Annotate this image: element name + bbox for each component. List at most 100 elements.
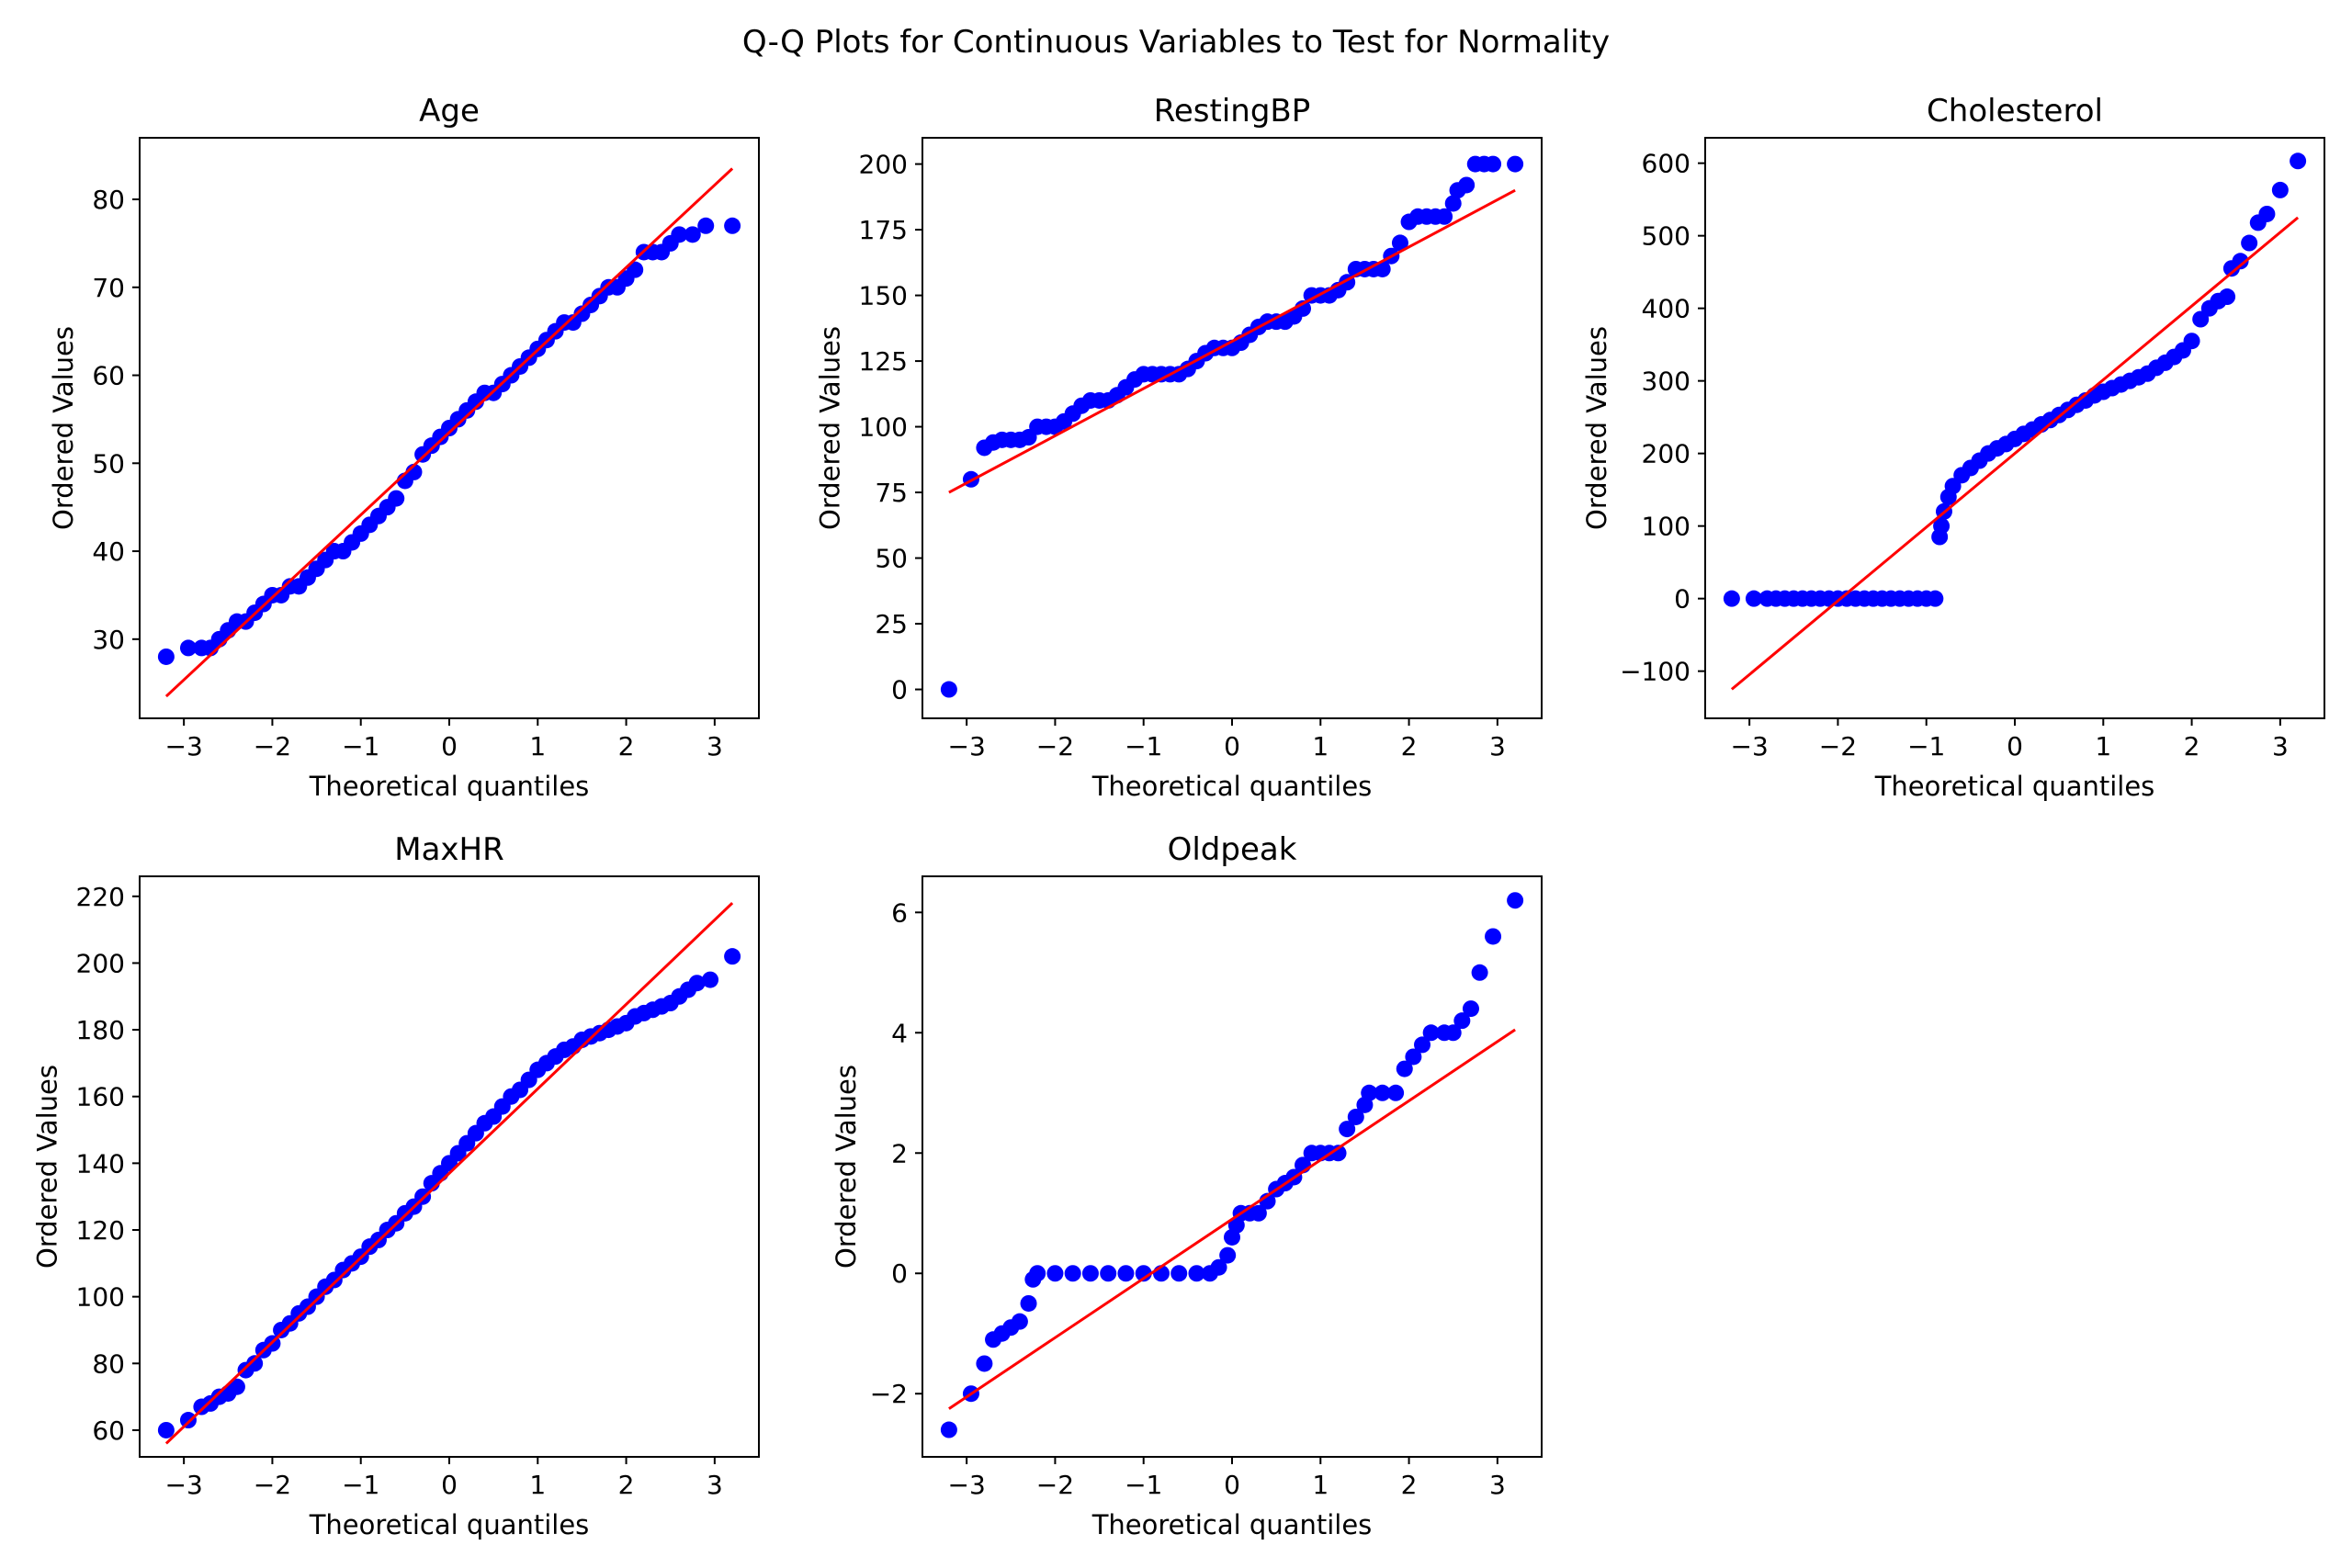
fit-line bbox=[948, 188, 1516, 494]
data-points bbox=[157, 948, 741, 1438]
y-tick-label: 0 bbox=[891, 675, 908, 705]
y-tick-label: 30 bbox=[92, 625, 125, 655]
y-tick-label: 0 bbox=[1674, 584, 1690, 615]
y-tick-label: 2 bbox=[891, 1138, 908, 1168]
y-tick-label: 600 bbox=[1642, 149, 1690, 179]
fit-line bbox=[1730, 216, 2300, 691]
data-point bbox=[1933, 517, 1951, 535]
y-tick-label: 4 bbox=[891, 1018, 908, 1048]
data-point bbox=[157, 1421, 175, 1438]
x-tick-label: 1 bbox=[529, 731, 546, 761]
x-tick-label: 2 bbox=[618, 731, 635, 761]
data-point bbox=[671, 226, 688, 243]
x-tick-label: −3 bbox=[948, 731, 986, 761]
x-tick-label: 2 bbox=[2184, 731, 2200, 761]
x-tick-label: 3 bbox=[1489, 731, 1506, 761]
y-tick-label: 6 bbox=[891, 897, 908, 928]
y-tick-label: 50 bbox=[875, 544, 908, 574]
x-tick-label: −3 bbox=[948, 1470, 986, 1500]
y-tick-label: 80 bbox=[92, 185, 125, 215]
x-tick-label: 3 bbox=[707, 1470, 723, 1500]
y-tick-label: 180 bbox=[76, 1015, 125, 1045]
y-axis-label: Ordered Values bbox=[815, 326, 846, 530]
x-tick-label: −3 bbox=[165, 731, 203, 761]
data-point bbox=[179, 639, 197, 657]
x-tick-label: −2 bbox=[1819, 731, 1857, 761]
x-axis-label: Theoretical quantiles bbox=[1874, 771, 2155, 802]
y-tick-label: 500 bbox=[1642, 221, 1690, 252]
y-tick-label: 220 bbox=[76, 882, 125, 912]
data-point bbox=[1507, 155, 1524, 173]
data-point bbox=[1347, 1108, 1364, 1125]
x-axis-label: Theoretical quantiles bbox=[1091, 1509, 1373, 1540]
y-axis-label: Ordered Values bbox=[48, 326, 79, 530]
data-point bbox=[1471, 964, 1488, 981]
data-point bbox=[1064, 1265, 1081, 1282]
y-tick-label: 60 bbox=[92, 361, 125, 391]
y-axis-label: Ordered Values bbox=[32, 1065, 63, 1269]
y-tick-label: 150 bbox=[859, 281, 908, 311]
data-point bbox=[1100, 1265, 1117, 1282]
data-point bbox=[228, 1378, 245, 1395]
fit-line bbox=[164, 901, 734, 1445]
data-point bbox=[1081, 1265, 1099, 1282]
x-tick-label: 1 bbox=[2095, 731, 2111, 761]
y-axis-label: Ordered Values bbox=[1581, 326, 1612, 530]
data-point bbox=[1927, 590, 1944, 607]
data-point bbox=[1387, 1084, 1405, 1101]
data-points bbox=[157, 217, 741, 665]
data-point bbox=[627, 261, 644, 278]
y-tick-label: 140 bbox=[76, 1148, 125, 1179]
data-point bbox=[2183, 333, 2200, 350]
data-point bbox=[1188, 1265, 1205, 1282]
panel-title: Cholesterol bbox=[1927, 93, 2103, 130]
data-point bbox=[157, 648, 175, 665]
y-tick-label: −2 bbox=[870, 1379, 908, 1409]
x-tick-label: −1 bbox=[342, 1470, 379, 1500]
data-point bbox=[1374, 260, 1391, 277]
data-point bbox=[2290, 152, 2307, 170]
data-point bbox=[2219, 288, 2236, 306]
data-point bbox=[1135, 1265, 1152, 1282]
x-tick-label: −3 bbox=[1731, 731, 1769, 761]
data-point bbox=[1117, 1265, 1135, 1282]
x-tick-label: 3 bbox=[2272, 731, 2289, 761]
x-axis-label: Theoretical quantiles bbox=[309, 1509, 590, 1540]
data-point bbox=[1170, 1265, 1188, 1282]
y-tick-label: 75 bbox=[875, 478, 908, 508]
panel-oldpeak: −3 −2 −1 0 1 2 3 −2 0 2 4 6 Oldpeak Theoretical quant… bbox=[831, 831, 1543, 1540]
x-tick-label: 0 bbox=[1224, 1470, 1240, 1500]
x-tick-label: −1 bbox=[1125, 731, 1162, 761]
data-point bbox=[1210, 1258, 1227, 1276]
data-point bbox=[1444, 1024, 1462, 1042]
x-tick-label: 0 bbox=[1224, 731, 1240, 761]
data-point bbox=[688, 975, 706, 992]
x-tick-label: −3 bbox=[165, 1470, 203, 1500]
fit-line bbox=[948, 1028, 1516, 1410]
y-tick-label: 125 bbox=[859, 346, 908, 377]
fit-line bbox=[164, 167, 734, 698]
x-tick-label: 2 bbox=[1401, 1470, 1418, 1500]
y-tick-label: 160 bbox=[76, 1082, 125, 1112]
y-tick-label: 100 bbox=[859, 412, 908, 443]
figure-title: Q-Q Plots for Continuous Variables to Te… bbox=[741, 24, 1611, 61]
y-tick-label: 40 bbox=[92, 536, 125, 567]
x-tick-label: 2 bbox=[618, 1470, 635, 1500]
y-tick-label: 70 bbox=[92, 273, 125, 303]
y-tick-label: 50 bbox=[92, 448, 125, 479]
data-point bbox=[724, 217, 741, 234]
data-points bbox=[1723, 152, 2307, 607]
x-tick-label: −2 bbox=[1036, 731, 1074, 761]
data-point bbox=[1453, 1012, 1471, 1030]
y-tick-label: 175 bbox=[859, 215, 908, 245]
data-point bbox=[1396, 1060, 1413, 1077]
panel-restingbp: −3 −2 −1 0 1 2 3 0 25 50 75 100 125 150 175 200 RestingB… bbox=[815, 93, 1543, 802]
data-point bbox=[1219, 1247, 1237, 1264]
y-tick-label: 100 bbox=[1642, 512, 1690, 542]
data-point bbox=[1723, 590, 1740, 607]
x-tick-label: 2 bbox=[1401, 731, 1418, 761]
data-point bbox=[1444, 195, 1462, 212]
x-tick-label: −2 bbox=[254, 731, 291, 761]
y-tick-label: 200 bbox=[859, 150, 908, 180]
